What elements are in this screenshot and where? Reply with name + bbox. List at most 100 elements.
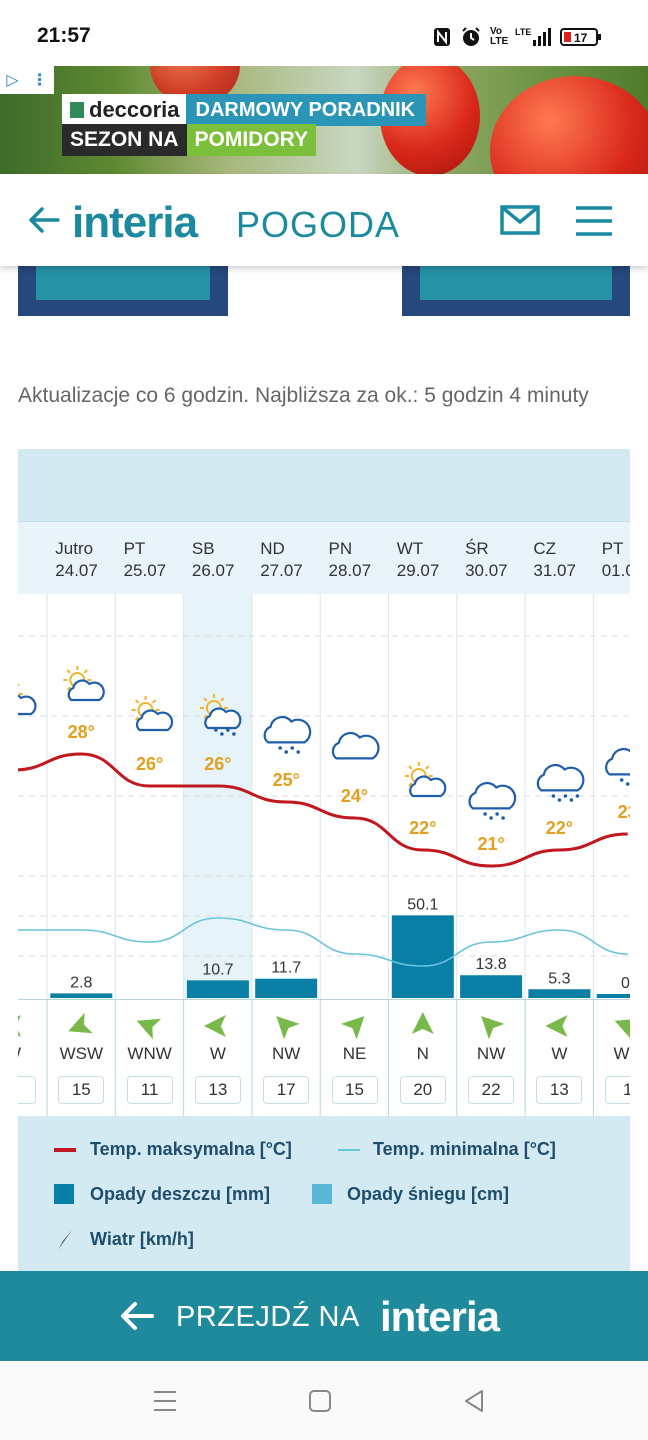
svg-text:17: 17 [574, 31, 588, 45]
rain-bar [255, 978, 318, 998]
wind-direction: NW [272, 1044, 301, 1063]
interia-logo[interactable]: interia [72, 198, 198, 247]
rain-label: 2.8 [70, 974, 92, 991]
legend-wind-icon [58, 1230, 72, 1250]
day-label: ND 27.07 [260, 538, 303, 582]
sun-cloud-icon [404, 762, 447, 798]
app-header: interia POGODA [0, 174, 648, 266]
day-date: 24.07 [55, 561, 98, 580]
legend-snow-swatch [312, 1184, 332, 1204]
day-name: Jutro [55, 539, 94, 558]
day-label: CZ 31.07 [533, 538, 576, 582]
android-nav-bar [0, 1361, 648, 1440]
sun-cloud-icon [131, 696, 174, 732]
tile-right[interactable] [402, 266, 630, 316]
day-date: 26.07 [191, 561, 235, 580]
max-temp-label: 26° [136, 754, 163, 774]
max-temp-label: 25° [273, 770, 300, 790]
rain-bar [528, 989, 591, 998]
section-title: POGODA [236, 204, 401, 245]
battery-icon: 17 [560, 26, 602, 48]
day-name: PN [328, 539, 353, 558]
ad-menu-icon: ⋮ [31, 72, 48, 89]
wind-speed: 15 [331, 1076, 378, 1104]
legend-rain: Opady deszczu [mm] [90, 1184, 271, 1204]
max-temp-label: 21° [477, 834, 504, 854]
rain-bar [186, 980, 249, 998]
legend-max: Temp. maksymalna [°C] [90, 1139, 292, 1159]
ad-row2: SEZON NA POMIDORY [62, 124, 317, 156]
cloud-heavy-rain-icon [536, 763, 585, 802]
legend-wind: Wiatr [km/h] [90, 1229, 194, 1249]
rain-label: 5.3 [548, 970, 570, 987]
legend-max-swatch [54, 1148, 76, 1152]
max-temp-label: 23 [618, 802, 630, 822]
day-date: 28.07 [328, 561, 372, 580]
chart-svg: 2.810.711.750.113.85.30.°28°26°26°25°24°… [18, 594, 630, 999]
ad-brand-row: deccoria DARMOWY PORADNIK [62, 94, 426, 126]
ad-brand: deccoria [89, 97, 180, 122]
sun-cloud-icon [63, 666, 105, 702]
wind-direction: W [18, 1044, 47, 1064]
max-temp-label: 26° [204, 754, 231, 774]
day-date: 30.07 [465, 561, 508, 580]
wind-speed: 11 [126, 1076, 173, 1104]
back-icon[interactable] [462, 1389, 486, 1413]
volte-text: Vo LTE [490, 26, 509, 47]
rain-label: 13.8 [476, 956, 507, 973]
rain-bar [460, 975, 523, 998]
max-temp-label: 28° [68, 722, 95, 742]
goto-logo: interia [380, 1293, 500, 1340]
ad-play-icon: ▷ [6, 72, 19, 89]
cloud-rain-icon [605, 747, 630, 786]
rain-label: 0. [621, 975, 630, 992]
cloud-icon [331, 731, 380, 760]
sun-cloud-rain-icon [199, 694, 242, 736]
wind-arrow-icon [203, 1015, 226, 1037]
wind-arrow-icon [276, 1016, 300, 1040]
ad-line2-b: POMIDORY [186, 124, 317, 156]
wind-arrow-icon [18, 1015, 21, 1037]
cloud-rain-icon [468, 781, 517, 820]
wind-arrow-icon [545, 1015, 568, 1037]
cloud-rain-icon [263, 715, 312, 754]
ad-banner[interactable]: ▷ ⋮ deccoria DARMOWY PORADNIK SEZON NA PO… [0, 66, 648, 174]
goto-interia-bar[interactable]: PRZEJDŹ NA interia [0, 1271, 648, 1361]
tile-left[interactable] [18, 266, 228, 316]
ad-choices-badge[interactable]: ▷ ⋮ [0, 66, 54, 94]
wind-speed: 13 [194, 1076, 241, 1104]
rain-label: 11.7 [271, 960, 301, 977]
wind-arrow-icon [481, 1016, 505, 1040]
rain-label: 50.1 [407, 896, 438, 913]
back-arrow-icon[interactable] [26, 202, 62, 238]
update-info: Aktualizacje co 6 godzin. Najbliższa za … [18, 384, 589, 407]
day-name: WT [396, 539, 424, 558]
legend-snow: Opady śniegu [cm] [347, 1184, 510, 1204]
mail-icon[interactable] [500, 204, 540, 236]
wind-direction: NW [476, 1044, 506, 1063]
goto-label: PRZEJDŹ NA [176, 1301, 360, 1333]
ad-headline: DARMOWY PORADNIK [185, 94, 426, 126]
ad-line2-a: SEZON NA [62, 124, 187, 156]
day-date: 27.07 [260, 561, 303, 580]
status-time: 21:57 [37, 24, 91, 47]
legend-rain-swatch [54, 1184, 74, 1204]
wind-arrow-icon [614, 1018, 630, 1040]
home-icon[interactable] [308, 1389, 332, 1413]
wind-arrow-icon [68, 1012, 93, 1034]
day-label: Jutro 24.07 [55, 538, 98, 582]
hamburger-menu-icon[interactable] [574, 204, 614, 238]
wind-direction: NE [342, 1044, 367, 1063]
wind-row: W 7 WSW 15 WNW 11 W 13 NW 17 NE 15 N 20 NW 22 W 13 WN 1 [18, 999, 630, 1116]
forecast-chart: siaj07Jutro24.07PT25.07SB26.07ND27.07PN2… [18, 449, 630, 1271]
rain-bar [50, 993, 113, 998]
recent-apps-icon[interactable] [152, 1389, 178, 1413]
signal-icon: LTE [514, 26, 554, 48]
max-temp-label: 24° [341, 786, 368, 806]
day-label: ŚR 30.07 [465, 538, 508, 582]
min-temp-line [18, 917, 628, 967]
wind-speed: 1 [604, 1076, 630, 1104]
day-date: 29.07 [396, 561, 440, 580]
wind-speed: 17 [263, 1076, 310, 1104]
sun-cloud-icon [18, 683, 37, 716]
